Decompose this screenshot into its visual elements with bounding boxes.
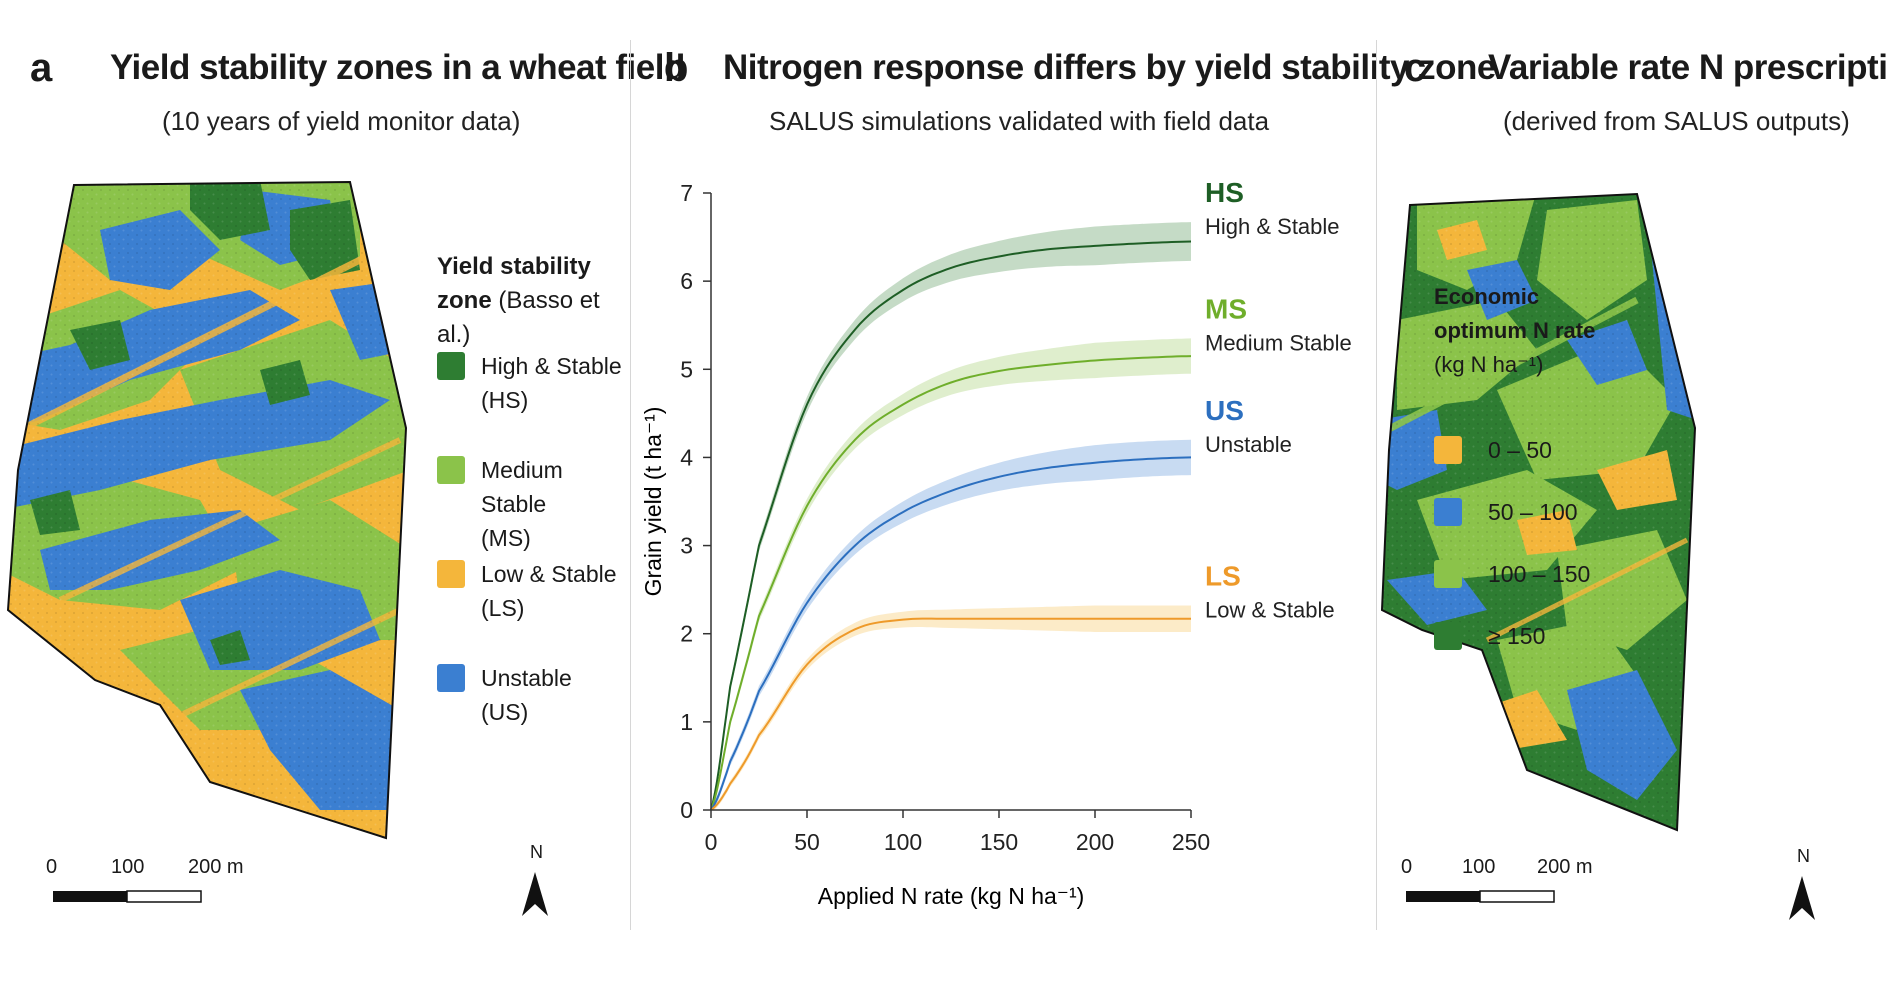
- panel-letter-c: c: [1404, 46, 1427, 90]
- line-ms: [710, 355, 1192, 811]
- yield-stability-map: [6, 180, 408, 840]
- legend-item-100-150: 100 – 150: [1434, 560, 1590, 588]
- panel-b-title: Nitrogen response differs by yield stabi…: [723, 48, 1496, 87]
- band-hs: [711, 222, 1191, 811]
- x-tick-label: 0: [705, 829, 718, 855]
- legend-swatch-hs: [437, 352, 465, 380]
- panel-b-subtitle: SALUS simulations validated with field d…: [769, 106, 1270, 136]
- legend-item-us: Unstable (US): [437, 664, 572, 729]
- legend-swatch-0-50: [1434, 436, 1462, 464]
- series-code-ms: MS: [1205, 293, 1247, 324]
- legend-swatch-ls: [437, 560, 465, 588]
- y-axis-label: Grain yield (t ha⁻¹): [640, 407, 666, 597]
- y-tick-label: 0: [680, 797, 693, 823]
- x-axis-label: Applied N rate (kg N ha⁻¹): [818, 883, 1085, 909]
- legend-c-title: Economic optimum N rate (kg N ha⁻¹): [1434, 284, 1596, 377]
- legend-swatch-100-150: [1434, 560, 1462, 588]
- line-ls: [710, 617, 1191, 811]
- band-ls: [711, 605, 1191, 810]
- legend-item-ls: Low & Stable (LS): [437, 560, 617, 625]
- panel-a-yield-stability: a Yield stability zones in a wheat field…: [0, 0, 685, 991]
- series-name-hs: High & Stable: [1205, 214, 1340, 239]
- scale-c-label-200: 200 m: [1537, 856, 1593, 878]
- x-tick-label: 250: [1172, 829, 1210, 855]
- north-arrow-icon: [1789, 876, 1815, 920]
- y-tick-label: 6: [680, 268, 693, 294]
- divider-bc: [1376, 40, 1377, 930]
- legend-item-hs: High & Stable (HS): [437, 352, 622, 417]
- north-arrow-icon: [522, 872, 548, 916]
- legend-a-title: Yield stability zone (Basso et al.): [437, 253, 600, 348]
- x-tick-label: 100: [884, 829, 922, 855]
- y-tick-label: 5: [680, 356, 693, 382]
- north-label-a: N: [530, 842, 543, 862]
- x-tick-label: 200: [1076, 829, 1114, 855]
- scale-c-label-100: 100: [1462, 856, 1496, 878]
- scale-bar-c: [1406, 890, 1555, 903]
- panel-c-title: Variable rate N prescription: [1488, 48, 1888, 87]
- series-code-ls: LS: [1205, 561, 1241, 592]
- panel-letter-b: b: [664, 46, 689, 90]
- panel-c-prescription: c Variable rate N prescription (derived …: [1377, 0, 1888, 991]
- series-name-ls: Low & Stable: [1205, 598, 1335, 623]
- series-code-us: US: [1205, 395, 1244, 426]
- y-tick-label: 2: [680, 621, 693, 647]
- legend-item-0-50: 0 – 50: [1434, 436, 1552, 464]
- scale-a-label-0: 0: [46, 856, 58, 878]
- n-response-chart: 0 1 2 3 4 5 6 7 0 50 100 150 200 250 Applied N rate (k…: [640, 177, 1352, 909]
- line-us: [710, 456, 1192, 811]
- x-tick-label: 150: [980, 829, 1018, 855]
- y-tick-label: 1: [680, 709, 693, 735]
- panel-a-subtitle: (10 years of yield monitor data): [162, 106, 521, 136]
- divider-ab: [630, 40, 631, 930]
- y-tick-label: 7: [680, 180, 693, 206]
- legend-swatch-150-plus: [1434, 622, 1462, 650]
- scale-bar-a: [53, 890, 202, 903]
- series-name-us: Unstable: [1205, 432, 1292, 457]
- band-ms: [711, 338, 1191, 810]
- y-tick-label: 3: [680, 533, 693, 559]
- panel-letter-a: a: [30, 46, 53, 90]
- series-name-ms: Medium Stable: [1205, 330, 1352, 355]
- scale-a-label-100: 100: [111, 856, 145, 878]
- panel-b-n-response: b Nitrogen response differs by yield sta…: [631, 0, 1496, 991]
- panel-a-title: Yield stability zones in a wheat field: [110, 48, 685, 87]
- legend-swatch-ms: [437, 456, 465, 484]
- north-label-c: N: [1797, 846, 1810, 866]
- legend-item-150-plus: ≥ 150: [1434, 622, 1545, 650]
- legend-swatch-50-100: [1434, 498, 1462, 526]
- line-hs: [710, 240, 1192, 811]
- legend-item-ms: Medium Stable (MS): [437, 456, 630, 555]
- legend-swatch-us: [437, 664, 465, 692]
- panel-c-subtitle: (derived from SALUS outputs): [1503, 106, 1850, 136]
- scale-a-label-200: 200 m: [188, 856, 244, 878]
- y-tick-label: 4: [680, 444, 693, 470]
- x-tick-label: 50: [794, 829, 820, 855]
- scale-c-label-0: 0: [1401, 856, 1413, 878]
- legend-item-50-100: 50 – 100: [1434, 498, 1578, 526]
- series-code-hs: HS: [1205, 177, 1244, 208]
